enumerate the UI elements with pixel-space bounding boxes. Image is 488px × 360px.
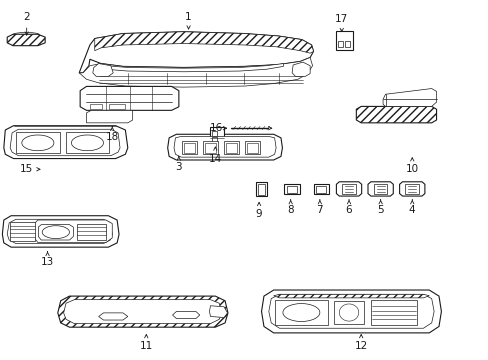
Bar	[370, 300, 416, 325]
Bar	[274, 300, 327, 325]
Text: 4: 4	[408, 200, 415, 215]
Bar	[77, 224, 106, 240]
Bar	[313, 184, 328, 194]
Bar	[184, 143, 195, 153]
Bar	[338, 41, 343, 48]
Text: 5: 5	[377, 200, 383, 215]
Bar	[316, 186, 325, 193]
Text: 13: 13	[41, 252, 54, 267]
Bar	[109, 104, 124, 109]
Text: 14: 14	[208, 147, 222, 163]
Text: 8: 8	[287, 200, 293, 215]
Bar	[245, 141, 260, 154]
Polygon shape	[209, 306, 227, 318]
Bar	[284, 184, 299, 194]
Polygon shape	[34, 220, 112, 243]
Text: 12: 12	[354, 334, 367, 351]
Text: 6: 6	[345, 200, 352, 215]
Bar	[287, 186, 296, 193]
Polygon shape	[7, 219, 112, 244]
Polygon shape	[382, 89, 436, 107]
Polygon shape	[336, 182, 361, 196]
Polygon shape	[79, 58, 312, 87]
Bar	[90, 104, 102, 109]
Polygon shape	[268, 294, 433, 328]
Polygon shape	[99, 313, 127, 320]
Bar	[258, 184, 264, 195]
Bar	[224, 141, 238, 154]
Polygon shape	[172, 311, 200, 319]
Text: 18: 18	[105, 127, 119, 142]
Bar	[16, 132, 60, 153]
Text: 9: 9	[255, 202, 262, 219]
Text: 3: 3	[175, 157, 182, 172]
Bar	[405, 184, 418, 194]
Text: 16: 16	[209, 123, 226, 133]
Bar	[225, 143, 236, 153]
Polygon shape	[399, 182, 424, 196]
Bar	[247, 143, 258, 153]
Polygon shape	[273, 294, 428, 298]
Text: 17: 17	[334, 14, 347, 32]
Polygon shape	[367, 182, 392, 196]
Text: 10: 10	[405, 158, 418, 174]
Polygon shape	[167, 134, 282, 160]
Polygon shape	[93, 64, 113, 76]
Bar	[212, 138, 217, 143]
Bar	[212, 131, 217, 136]
Polygon shape	[7, 34, 45, 46]
Text: 15: 15	[20, 164, 40, 174]
Text: 1: 1	[185, 13, 191, 29]
Polygon shape	[38, 225, 73, 240]
Bar	[373, 184, 386, 194]
Polygon shape	[174, 136, 276, 157]
Polygon shape	[291, 62, 309, 76]
Polygon shape	[106, 64, 283, 72]
Bar	[210, 127, 224, 144]
Bar	[204, 143, 215, 153]
Polygon shape	[10, 129, 120, 156]
Bar	[342, 184, 355, 194]
Bar	[256, 182, 266, 197]
Polygon shape	[356, 107, 436, 123]
Polygon shape	[63, 300, 221, 324]
Text: 7: 7	[316, 200, 323, 215]
Text: 11: 11	[140, 334, 153, 351]
Bar	[344, 41, 350, 48]
Polygon shape	[95, 32, 313, 53]
Polygon shape	[261, 290, 441, 333]
Polygon shape	[58, 296, 227, 327]
Bar	[10, 222, 35, 242]
Polygon shape	[79, 32, 313, 73]
Bar	[334, 301, 363, 324]
Polygon shape	[86, 111, 132, 123]
Polygon shape	[80, 86, 179, 111]
Text: 2: 2	[23, 13, 30, 35]
Polygon shape	[4, 126, 127, 158]
Polygon shape	[2, 216, 119, 247]
Bar	[182, 141, 197, 154]
Bar	[65, 132, 109, 153]
Bar	[335, 31, 353, 50]
Bar	[203, 141, 217, 154]
